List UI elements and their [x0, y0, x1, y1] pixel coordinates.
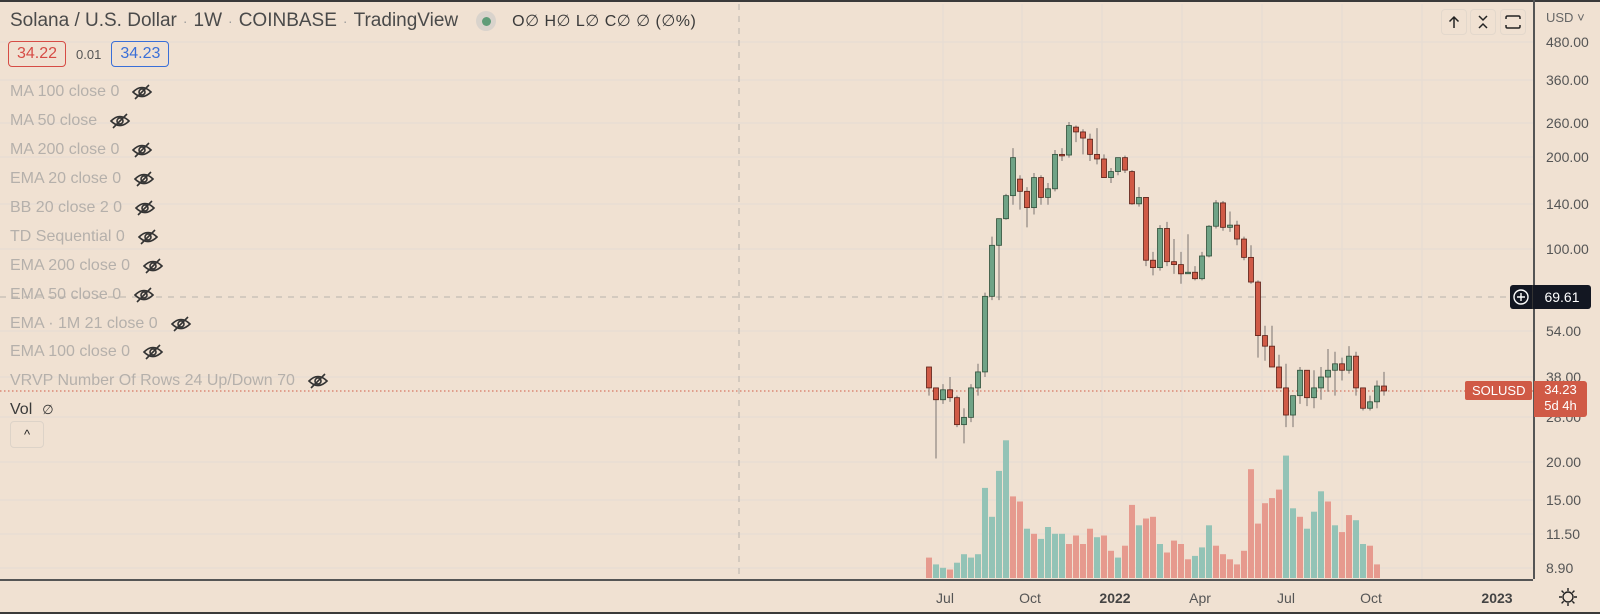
eye-hidden-icon[interactable] — [131, 142, 153, 158]
price-tick: 54.00 — [1546, 323, 1582, 339]
sun-settings-icon — [1558, 587, 1577, 606]
indicator-volume[interactable]: Vol ∅ — [10, 401, 54, 419]
indicator-vrvp[interactable]: VRVP Number Of Rows 24 Up/Down 70 — [10, 367, 329, 396]
price-tick: 200.00 — [1546, 149, 1589, 165]
chevron-up-icon: ^ — [23, 427, 31, 442]
separator: · — [342, 13, 348, 29]
source: TradingView — [353, 10, 459, 31]
ohlc-values: O∅ H∅ L∅ C∅ ∅ (∅%) — [512, 13, 697, 30]
indicator-td-sequential[interactable]: TD Sequential 0 — [10, 222, 329, 251]
symbol-price-tag: SOLUSD — [1465, 381, 1533, 400]
spread: 0.01 — [76, 46, 102, 62]
crosshair-price-value: 69.61 — [1544, 289, 1580, 305]
time-tick: Apr — [1189, 590, 1211, 606]
eye-hidden-icon[interactable] — [133, 287, 155, 303]
indicator-ema-50[interactable]: EMA 50 close 0 — [10, 280, 329, 309]
eye-hidden-icon[interactable] — [142, 258, 164, 274]
arrow-up-icon — [1448, 15, 1460, 28]
indicator-bb-20[interactable]: BB 20 close 2 0 — [10, 194, 329, 223]
separator: · — [228, 13, 233, 29]
price-tick: 360.00 — [1546, 72, 1589, 88]
window-bottom-border — [0, 612, 1600, 614]
eye-hidden-icon[interactable] — [307, 373, 329, 389]
indicator-ema-100[interactable]: EMA 100 close 0 — [10, 338, 329, 367]
chart-pane[interactable] — [0, 0, 1533, 579]
eye-hidden-icon[interactable] — [137, 229, 159, 245]
eye-hidden-icon[interactable] — [131, 84, 153, 101]
indicator-list: MA 100 close 0 MA 50 close MA 200 close … — [10, 78, 329, 425]
volume-value: ∅ — [42, 402, 54, 418]
fullscreen-button[interactable] — [1500, 9, 1526, 35]
crosshair-price-label[interactable]: 69.61 — [1510, 285, 1591, 309]
price-tick: 480.00 — [1546, 34, 1589, 50]
separator: · — [182, 13, 188, 29]
chart-settings-button[interactable] — [1535, 581, 1600, 612]
trade-panel: 34.22 0.01 34.23 — [8, 41, 170, 67]
last-price-value: 34.23 — [1544, 382, 1577, 397]
indicator-ema-200[interactable]: EMA 200 close 0 — [10, 251, 329, 280]
currency-selector[interactable]: USD ˅ — [1546, 10, 1585, 25]
symbol-name[interactable]: Solana / U.S. Dollar — [10, 10, 177, 31]
time-tick: Jul — [1277, 590, 1295, 606]
time-axis[interactable]: Jul Oct 2022 Apr Jul Oct 2023 — [0, 579, 1533, 614]
price-tick: 20.00 — [1546, 454, 1582, 470]
eye-hidden-icon[interactable] — [134, 200, 156, 216]
time-tick: 2023 — [1481, 590, 1513, 606]
add-plus-icon[interactable] — [1510, 285, 1533, 309]
eye-hidden-icon[interactable] — [109, 113, 131, 129]
eye-hidden-icon[interactable] — [133, 171, 155, 187]
time-tick: Oct — [1019, 590, 1041, 606]
maximize-icon — [1505, 15, 1521, 29]
time-tick: Jul — [936, 590, 954, 606]
scroll-to-top-button[interactable] — [1441, 9, 1467, 35]
bar-countdown: 5d 4h — [1544, 398, 1577, 413]
collapse-pane-button[interactable] — [1470, 9, 1496, 35]
candlestick-series — [926, 121, 1387, 459]
price-tick: 140.00 — [1546, 196, 1589, 212]
price-tick: 100.00 — [1546, 241, 1589, 257]
time-tick: 2022 — [1099, 590, 1131, 606]
price-tick: 8.90 — [1546, 560, 1574, 576]
market-status-icon[interactable] — [476, 11, 497, 31]
buy-button[interactable]: 34.23 — [111, 41, 170, 67]
indicator-ema-20[interactable]: EMA 20 close 0 — [10, 165, 329, 194]
price-tick: 260.00 — [1546, 115, 1589, 131]
volume-bars — [926, 440, 1380, 578]
indicator-ema-1m-21[interactable]: EMA · 1M 21 close 0 — [10, 309, 329, 338]
price-tick: 11.50 — [1546, 526, 1580, 542]
indicator-ma-200[interactable]: MA 200 close 0 — [10, 136, 329, 165]
symbol-legend[interactable]: Solana / U.S. Dollar · 1W · COINBASE · T… — [10, 10, 696, 32]
eye-hidden-icon[interactable] — [142, 344, 164, 361]
price-tick: 15.00 — [1546, 492, 1582, 508]
sell-button[interactable]: 34.22 — [8, 41, 67, 67]
indicator-ma-50[interactable]: MA 50 close — [10, 107, 329, 136]
interval[interactable]: 1W — [193, 10, 223, 31]
collapse-legend-button[interactable]: ^ — [10, 421, 44, 448]
exchange: COINBASE — [238, 10, 337, 31]
indicator-ma-100[interactable]: MA 100 close 0 — [10, 78, 329, 107]
time-tick: Oct — [1360, 590, 1382, 606]
window-top-border — [0, 0, 1600, 2]
eye-hidden-icon[interactable] — [170, 315, 192, 332]
collapse-arrows-icon — [1478, 15, 1488, 29]
last-price-label: 34.23 5d 4h — [1534, 381, 1587, 417]
